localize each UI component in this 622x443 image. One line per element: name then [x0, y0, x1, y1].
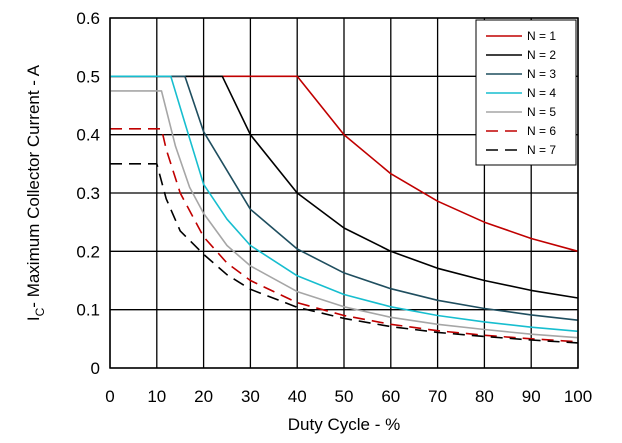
- y-tick-label: 0.4: [76, 126, 100, 145]
- y-axis-title-subscript: C: [33, 307, 47, 316]
- legend-label-n7: N = 7: [527, 143, 556, 157]
- series-line-n5: [110, 90, 579, 339]
- x-tick-label: 90: [522, 387, 541, 406]
- legend-label-n2: N = 2: [527, 48, 556, 62]
- x-tick-label: 30: [241, 387, 260, 406]
- plot-frame: [109, 17, 579, 369]
- legend-label-n4: N = 4: [527, 86, 556, 100]
- y-tick-label: 0.3: [76, 184, 100, 203]
- x-tick-label: 20: [194, 387, 213, 406]
- x-axis-title: Duty Cycle - %: [288, 415, 400, 434]
- series-line-n7: [110, 163, 579, 344]
- series-line-n1: [110, 75, 579, 253]
- tick-labels: 0 10 20 30 40 50 60 70 80 90 100 0 0.1 0.2 0.3 0.4 0.5 0.…: [76, 9, 592, 406]
- y-tick-label: 0.6: [76, 9, 100, 28]
- series-line-n4: [110, 75, 579, 333]
- series-layer: [110, 75, 579, 344]
- x-tick-label: 50: [335, 387, 354, 406]
- x-tick-label: 60: [381, 387, 400, 406]
- y-tick-label: 0.5: [76, 67, 100, 86]
- x-tick-label: 40: [288, 387, 307, 406]
- x-tick-label: 10: [147, 387, 166, 406]
- x-tick-label: 100: [564, 387, 592, 406]
- y-axis-title-main: I: [24, 316, 43, 321]
- y-axis-title: IC- Maximum Collector Current - A: [24, 64, 47, 321]
- legend-label-n1: N = 1: [527, 29, 556, 43]
- series-line-n3: [110, 75, 579, 321]
- series-line-n2: [110, 75, 579, 299]
- x-tick-label: 0: [105, 387, 114, 406]
- legend-label-n3: N = 3: [527, 67, 556, 81]
- y-axis-title-rest: - Maximum Collector Current - A: [24, 64, 43, 307]
- legend-label-n6: N = 6: [527, 124, 556, 138]
- legend-label-n5: N = 5: [527, 105, 556, 119]
- y-tick-label: 0.1: [76, 301, 100, 320]
- x-tick-label: 80: [475, 387, 494, 406]
- y-tick-label: 0.2: [76, 242, 100, 261]
- y-tick-label: 0: [91, 359, 100, 378]
- x-tick-label: 70: [428, 387, 447, 406]
- series-line-n6: [110, 128, 579, 343]
- legend: N = 1 N = 2 N = 3 N = 4 N = 5 N = 6 N = 7: [475, 19, 577, 166]
